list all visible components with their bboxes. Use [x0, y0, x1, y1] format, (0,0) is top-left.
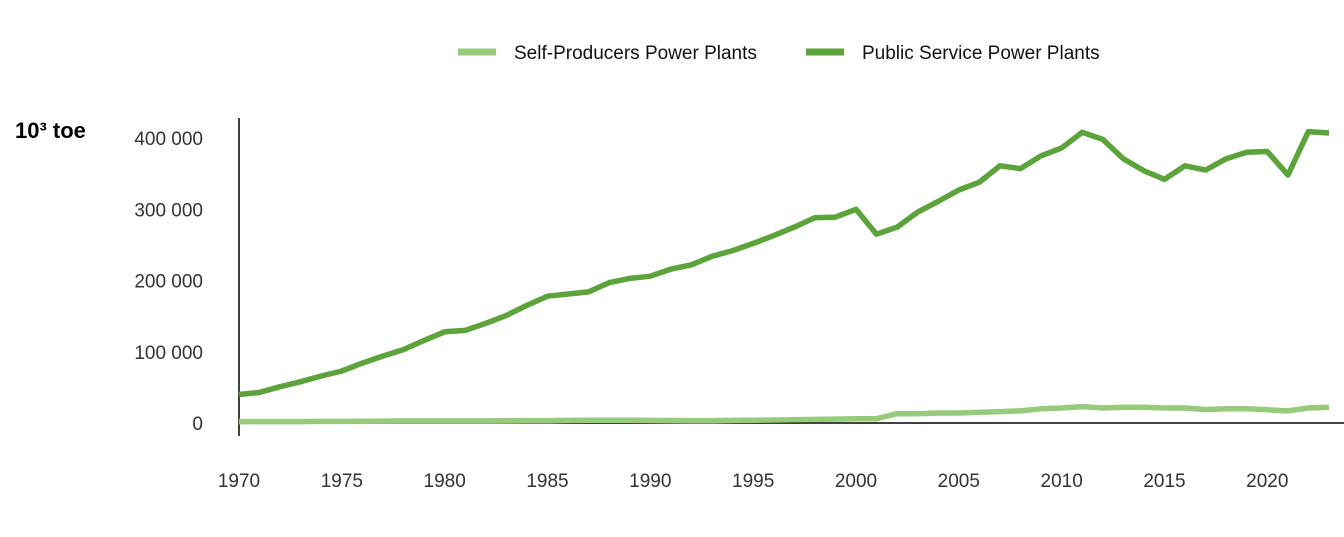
x-tick-label: 2010 — [1041, 471, 1083, 492]
x-tick-label: 1995 — [732, 471, 774, 492]
x-tick-label: 1975 — [321, 471, 363, 492]
legend: Self-Producers Power Plants Public Servic… — [458, 43, 1100, 64]
x-tick-label: 1970 — [218, 471, 260, 492]
x-tick-label: 2005 — [938, 471, 980, 492]
y-tick-label: 100 000 — [134, 343, 203, 364]
series-line-public-service — [238, 128, 1330, 398]
x-tick-label: 2015 — [1143, 471, 1185, 492]
legend-label: Public Service Power Plants — [862, 43, 1100, 64]
y-axis-ticks: 0 100 000 200 000 300 000 400 000 — [134, 129, 203, 435]
y-tick-label: 0 — [192, 414, 203, 435]
x-axis-ticks: 1970 1975 1980 1985 1990 1995 2000 2005 2010 2015… — [218, 471, 1289, 492]
y-tick-label: 200 000 — [134, 272, 203, 293]
series-layer — [238, 128, 1330, 425]
y-axis-unit-label: 10³ toe — [15, 118, 86, 143]
legend-label: Self-Producers Power Plants — [514, 43, 757, 64]
x-tick-label: 1980 — [424, 471, 466, 492]
x-tick-label: 1990 — [629, 471, 671, 492]
x-tick-label: 2020 — [1246, 471, 1288, 492]
series-line-self-producers — [239, 403, 1330, 425]
y-tick-label: 300 000 — [134, 200, 203, 221]
x-tick-label: 1985 — [526, 471, 568, 492]
y-tick-label: 400 000 — [134, 129, 203, 150]
x-tick-label: 2000 — [835, 471, 877, 492]
